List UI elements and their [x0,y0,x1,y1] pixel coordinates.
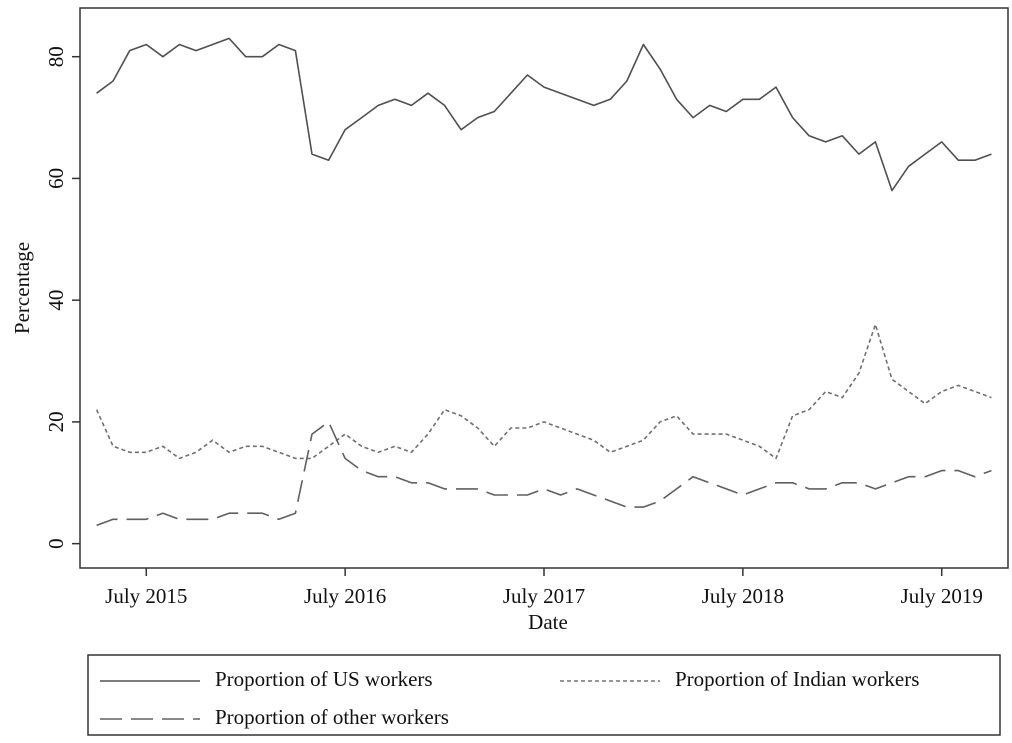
series-line [95,323,992,460]
plot-frame [79,7,1009,569]
y-tick-label: 20 [44,411,68,432]
legend-box [87,654,1001,736]
x-tick-label: July 2016 [304,584,386,608]
legend-label: Proportion of US workers [215,667,433,691]
x-tick-label: July 2018 [702,584,784,608]
y-tick-label: 80 [44,46,68,67]
y-axis-label: Percentage [10,242,34,334]
x-tick-label: July 2017 [503,584,585,608]
series-line [96,37,992,192]
y-tick-label: 40 [44,290,68,311]
x-tick-label: July 2019 [901,584,983,608]
x-tick-label: July 2015 [105,584,187,608]
x-axis-label: Date [528,610,568,634]
series-line [96,421,992,527]
legend-label: Proportion of Indian workers [675,667,919,691]
legend-label: Proportion of other workers [215,705,449,729]
y-tick-label: 60 [44,168,68,189]
y-tick-label: 0 [44,538,68,549]
